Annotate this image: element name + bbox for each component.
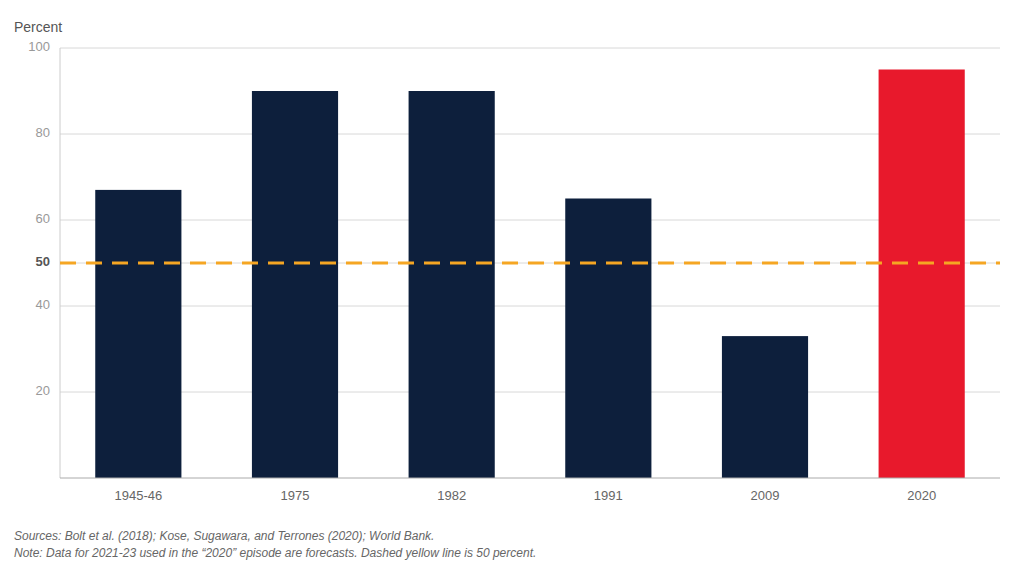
bar: [252, 91, 338, 478]
y-tick-label: 20: [36, 383, 50, 398]
bar: [879, 70, 965, 479]
bar: [409, 91, 495, 478]
bar: [95, 190, 181, 478]
x-tick-label: 2020: [907, 488, 936, 503]
grid-line: [60, 134, 1000, 135]
y-tick-label: 100: [28, 39, 50, 54]
x-tick-label: 1982: [437, 488, 466, 503]
y-tick-label: 40: [36, 297, 50, 312]
y-tick-label: 50: [36, 254, 50, 269]
x-tick-label: 1975: [281, 488, 310, 503]
x-axis-line: [60, 478, 1000, 479]
bars: [95, 70, 965, 479]
reference-line: [60, 262, 1000, 265]
chart-svg: 20 40 50 60 80 100 1945-46 1975 1982 1991 2009 2020…: [0, 0, 1024, 588]
bar: [565, 199, 651, 479]
bar: [722, 336, 808, 478]
grid-line: [60, 220, 1000, 221]
x-tick-label: 1991: [594, 488, 623, 503]
grid-line: [60, 48, 1000, 49]
grid: [60, 48, 1000, 392]
y-axis-label: Percent: [14, 19, 62, 35]
chart-container: 20 40 50 60 80 100 1945-46 1975 1982 1991 2009 2020…: [0, 0, 1024, 588]
x-tick-label: 2009: [751, 488, 780, 503]
source-note: Sources: Bolt et al. (2018); Kose, Sugaw…: [14, 529, 536, 560]
grid-line: [60, 306, 1000, 307]
y-tick-label: 80: [36, 125, 50, 140]
x-tick-label: 1945-46: [114, 488, 162, 503]
y-tick-label: 60: [36, 211, 50, 226]
grid-line: [60, 392, 1000, 393]
grid-line: [60, 263, 1000, 264]
